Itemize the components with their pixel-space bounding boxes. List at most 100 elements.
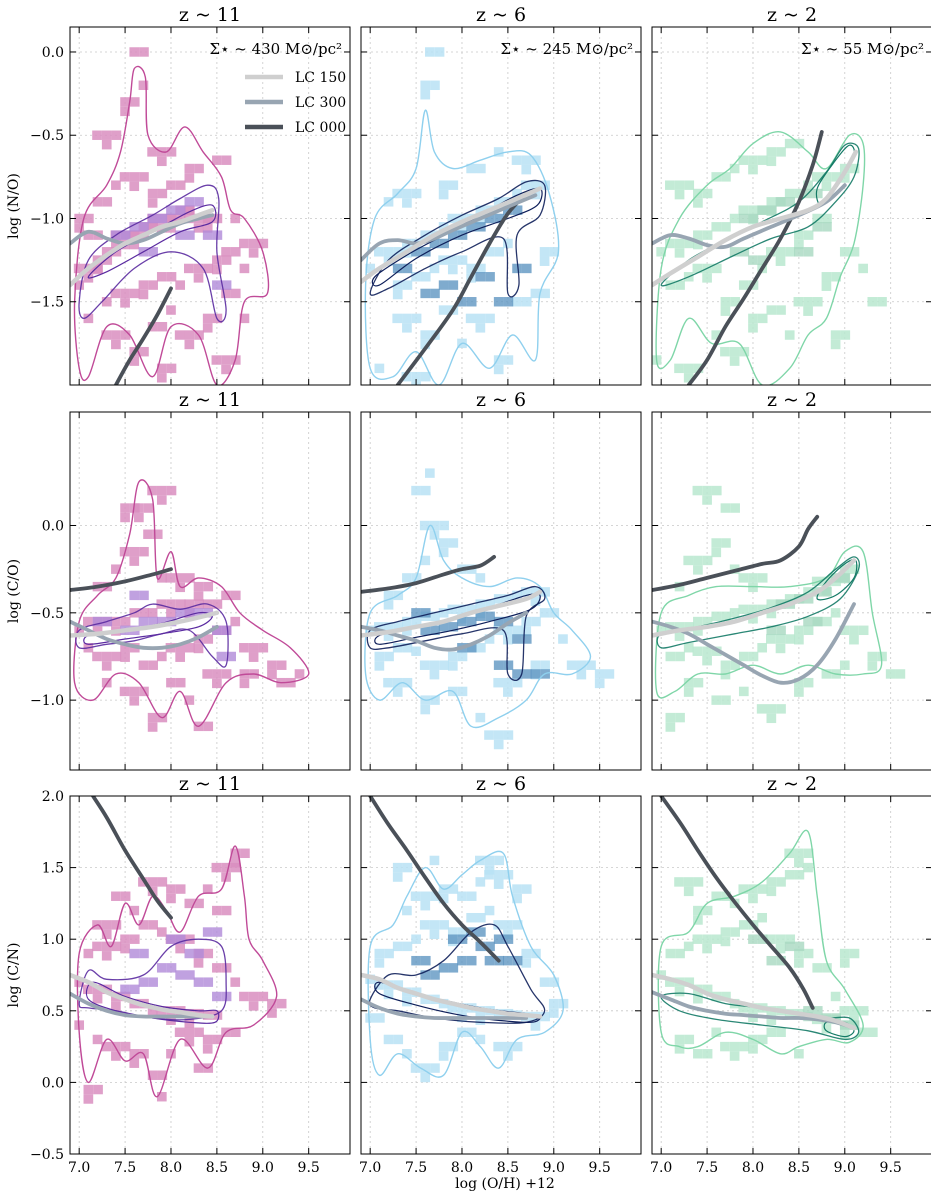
hist-bin bbox=[392, 687, 403, 697]
hist-bin bbox=[384, 651, 394, 662]
panel-r1-c0: z ~ 11 0.0 −0.5 −1.0 log (C/O) bbox=[6, 389, 351, 771]
hist-bin bbox=[493, 197, 504, 207]
hist-bin bbox=[384, 948, 394, 959]
hist-bin-dense bbox=[493, 660, 504, 670]
hist-bin bbox=[831, 272, 841, 282]
hist-bin-dense bbox=[803, 247, 814, 257]
hist-bin bbox=[221, 590, 231, 601]
hist-bin bbox=[604, 669, 615, 679]
plot-area bbox=[361, 47, 560, 385]
hist-bin bbox=[402, 996, 412, 1007]
hist-bin bbox=[757, 604, 768, 615]
hist-bin bbox=[185, 573, 195, 583]
hist-bin bbox=[420, 704, 431, 715]
hist-bin bbox=[212, 155, 222, 165]
hist-bin-dense bbox=[840, 573, 851, 583]
hist-bin bbox=[503, 355, 514, 365]
y-tick-label: −0.5 bbox=[30, 606, 64, 622]
hist-bin bbox=[420, 330, 431, 340]
hist-bin bbox=[503, 238, 513, 249]
hist-bin bbox=[683, 555, 694, 566]
hist-bin-dense bbox=[757, 255, 768, 265]
hist-bin-dense bbox=[226, 651, 236, 662]
hist-bin bbox=[120, 97, 130, 107]
hist-bin-dense bbox=[503, 934, 514, 944]
hist-bin bbox=[794, 188, 805, 199]
hist-bin-dense bbox=[202, 927, 213, 937]
hist-bin bbox=[175, 573, 186, 583]
hist-bin-dense bbox=[849, 1020, 860, 1030]
hist-bin bbox=[92, 941, 102, 952]
hist-bin bbox=[258, 238, 269, 249]
hist-bin bbox=[576, 669, 587, 680]
hist-bin bbox=[174, 1027, 185, 1038]
hist-bin bbox=[512, 884, 522, 894]
hist-bin bbox=[448, 884, 459, 894]
hist-bin bbox=[138, 877, 148, 887]
hist-bin bbox=[374, 661, 385, 671]
hist-bin bbox=[484, 730, 494, 740]
hist-bin bbox=[120, 652, 130, 662]
hist-bin bbox=[475, 712, 486, 723]
hist-bin bbox=[276, 998, 287, 1009]
hist-bin bbox=[693, 565, 703, 575]
hist-bin bbox=[540, 660, 550, 670]
x-tick-label: 9.5 bbox=[298, 1160, 320, 1176]
hist-bin bbox=[438, 893, 449, 904]
hist-bin bbox=[184, 330, 195, 340]
hist-bin-dense bbox=[216, 651, 227, 662]
hist-bin bbox=[248, 248, 259, 258]
hist-bin bbox=[692, 646, 703, 656]
hist-bin-dense bbox=[530, 669, 541, 679]
axis-ticks bbox=[652, 795, 931, 1155]
hist-bin bbox=[166, 213, 176, 224]
hist-bin-dense bbox=[420, 970, 431, 980]
hist-bin bbox=[675, 712, 685, 723]
hist-bin bbox=[110, 288, 121, 299]
hist-bin bbox=[503, 625, 513, 636]
hist-bin bbox=[729, 1051, 740, 1061]
hist-bin bbox=[420, 1063, 431, 1073]
hist-bin bbox=[148, 280, 158, 290]
hist-bin bbox=[674, 622, 685, 632]
legend-label: LC 150 bbox=[295, 70, 346, 86]
hist-bin-dense bbox=[484, 955, 495, 966]
surface-density-label: Σ⋆ ~ 430 M⊙/pc² bbox=[210, 40, 343, 58]
hist-bin bbox=[539, 256, 550, 266]
hist-bin bbox=[693, 555, 703, 566]
hist-bin bbox=[738, 1003, 749, 1013]
hist-bin bbox=[402, 905, 412, 916]
hist-bin bbox=[202, 213, 213, 224]
hist-bin bbox=[684, 180, 695, 190]
density-contour-inner bbox=[85, 981, 220, 1024]
model-curve-lc-300 bbox=[361, 193, 538, 262]
hist-bin bbox=[147, 188, 158, 199]
panel-title: z ~ 6 bbox=[476, 4, 526, 26]
density-contour-mid bbox=[366, 585, 546, 681]
hist-bin bbox=[111, 616, 121, 627]
hist-bin bbox=[383, 989, 394, 1000]
hist-bin bbox=[684, 977, 695, 987]
model-curve-lc-300 bbox=[70, 213, 215, 246]
hist-bin bbox=[692, 485, 703, 496]
hist-bin bbox=[184, 163, 195, 174]
hist-bin-dense bbox=[120, 230, 131, 240]
hist-bin bbox=[83, 948, 94, 959]
hist-bin bbox=[156, 156, 167, 167]
hist-bin bbox=[420, 272, 431, 282]
hist-bin bbox=[129, 47, 140, 57]
hist-bin bbox=[730, 297, 740, 307]
hist-bin bbox=[193, 263, 204, 274]
panel-r0-c1: z ~ 6 Σ⋆ ~ 245 M⊙/pc² bbox=[360, 4, 642, 386]
hist-bin bbox=[776, 704, 786, 714]
hist-bin bbox=[221, 355, 231, 365]
hist-bin bbox=[702, 905, 713, 916]
hist-bin bbox=[766, 634, 776, 644]
panel-r2-c2: z ~ 2 7.0 7.5 8.0 8.5 9.0 9.5 bbox=[650, 773, 931, 1176]
hist-bin bbox=[858, 625, 869, 636]
hist-bin bbox=[812, 213, 823, 224]
hist-bin bbox=[730, 660, 740, 670]
hist-bin bbox=[748, 651, 759, 662]
hist-bin bbox=[92, 264, 103, 275]
hist-bin bbox=[411, 272, 421, 282]
